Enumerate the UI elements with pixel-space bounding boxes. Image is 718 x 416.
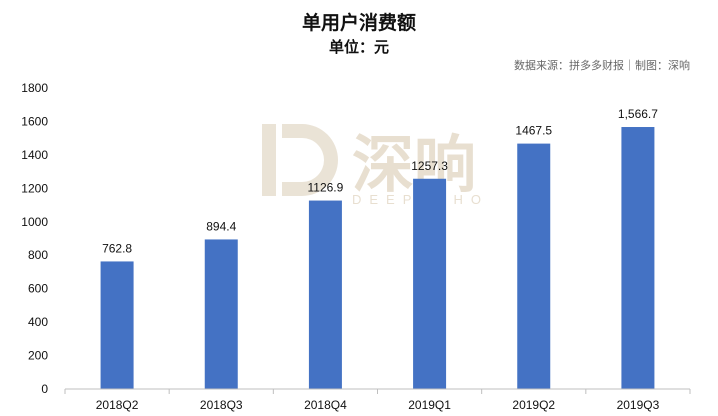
chart-subtitle: 单位：元 (328, 38, 389, 56)
y-axis: 0 200 400 600 800 1000 1200 1400 1600 1800 (21, 81, 48, 396)
bar-2019Q2 (517, 143, 551, 389)
data-label: 894.4 (206, 219, 236, 233)
source-note: 数据来源：拼多多财报｜制图：深响 (514, 59, 690, 72)
y-tick-label: 1000 (21, 215, 48, 229)
data-label: 1,566.7 (618, 107, 658, 121)
x-tick-label: 2018Q4 (304, 398, 347, 412)
bar-2019Q1 (413, 178, 447, 389)
bar-2018Q4 (308, 200, 342, 389)
bars: 762.8 894.4 1126.9 1257.3 1467.5 1,566.7 (100, 107, 658, 390)
chart-title: 单用户消费额 (301, 12, 416, 34)
x-tick-label: 2019Q2 (512, 398, 555, 412)
data-label: 1257.3 (411, 159, 448, 173)
y-tick-label: 200 (28, 349, 48, 363)
data-label: 1126.9 (308, 181, 344, 195)
bar-2018Q2 (100, 261, 134, 389)
y-tick-label: 600 (28, 282, 48, 296)
data-label: 762.8 (102, 241, 132, 255)
y-tick-label: 800 (28, 248, 48, 262)
bar-2018Q3 (204, 239, 238, 389)
x-tick-label: 2018Q3 (200, 398, 243, 412)
y-tick-label: 1400 (21, 148, 48, 162)
x-tick-label: 2019Q3 (617, 398, 660, 412)
bar-2019Q3 (621, 127, 655, 390)
watermark-logo-arc (282, 124, 338, 196)
y-tick-label: 1200 (21, 181, 48, 195)
watermark-logo-mark (262, 124, 276, 196)
y-tick-label: 400 (28, 315, 48, 329)
data-label: 1467.5 (515, 124, 552, 138)
y-tick-label: 1800 (21, 81, 48, 95)
x-axis: 2018Q2 2018Q3 2018Q4 2019Q1 2019Q2 2019Q3 (64, 388, 691, 412)
watermark-logo: 深响 DEEPECHO (262, 124, 481, 207)
x-tick-label: 2019Q1 (408, 398, 451, 412)
y-tick-label: 0 (41, 382, 48, 396)
x-tick-label: 2018Q2 (96, 398, 139, 412)
y-tick-label: 1600 (21, 114, 48, 128)
